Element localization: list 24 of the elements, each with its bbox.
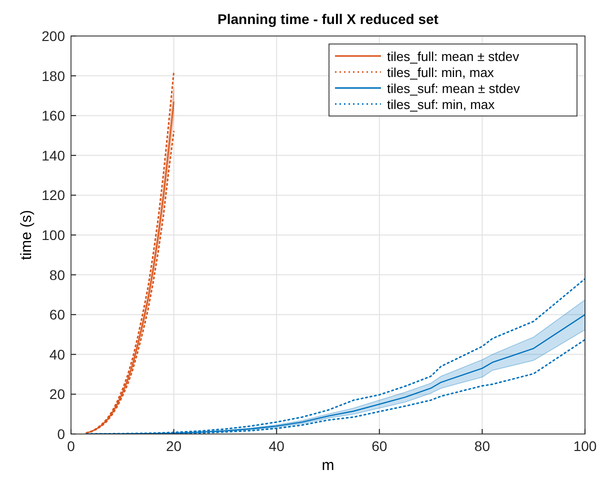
- x-tick-label: 20: [166, 438, 182, 454]
- y-tick-label: 40: [49, 346, 66, 362]
- y-tick-label: 20: [49, 386, 66, 402]
- x-tick-label: 100: [573, 438, 597, 454]
- legend-label: tiles_full: mean ± stdev: [387, 49, 520, 64]
- legend-label: tiles_suf: mean ± stdev: [387, 81, 520, 96]
- x-tick-label: 60: [372, 438, 388, 454]
- x-tick-label: 80: [474, 438, 490, 454]
- y-tick-label: 140: [42, 147, 66, 164]
- x-tick-label: 0: [67, 438, 76, 454]
- y-tick-label: 180: [42, 68, 66, 84]
- x-axis-title: m: [322, 457, 334, 474]
- legend-label: tiles_suf: min, max: [387, 97, 496, 112]
- y-tick-label: 100: [42, 227, 66, 243]
- y-tick-label: 0: [57, 426, 66, 442]
- y-tick-label: 80: [49, 266, 66, 283]
- legend-label: tiles_full: min, max: [387, 65, 494, 80]
- y-tick-label: 160: [42, 108, 66, 124]
- y-tick-label: 120: [42, 187, 66, 204]
- y-tick-label: 200: [42, 28, 66, 44]
- chart-title: Planning time - full X reduced set: [218, 11, 439, 27]
- y-tick-label: 60: [49, 306, 66, 323]
- y-axis-title: time (s): [18, 210, 35, 260]
- x-tick-label: 40: [268, 438, 285, 454]
